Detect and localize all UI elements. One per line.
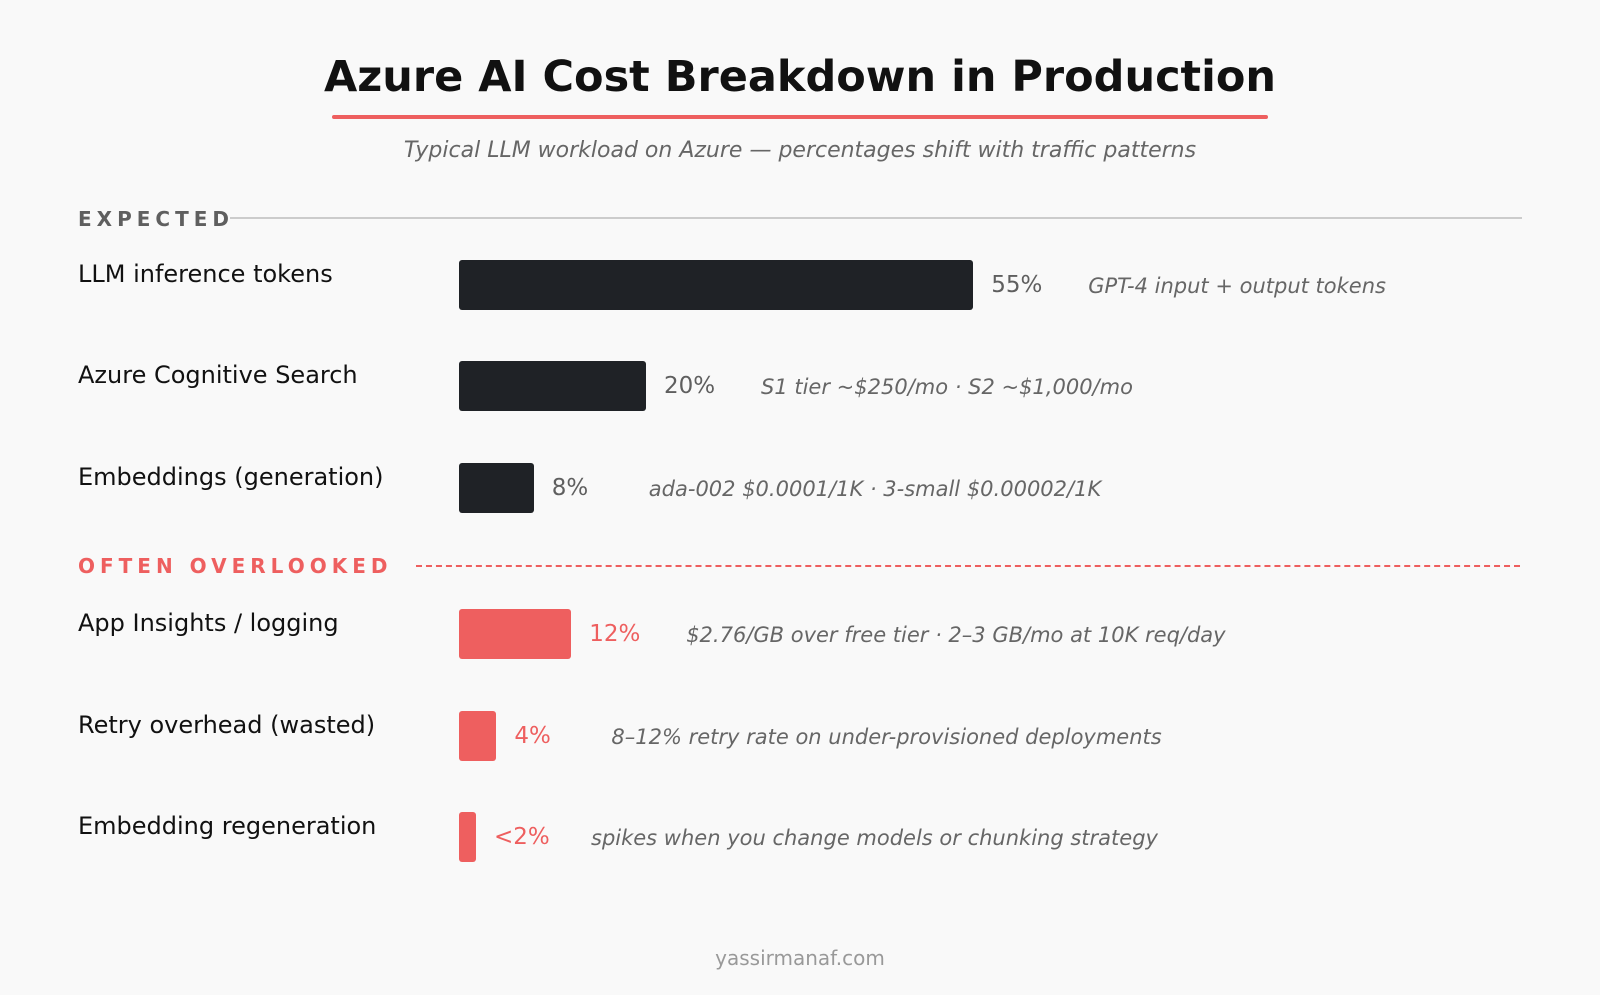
bar-value-label: 8% bbox=[551, 475, 589, 501]
bar bbox=[459, 812, 476, 862]
bar-row: App Insights / logging 12% $2.76/GB over f… bbox=[0, 609, 1600, 659]
bar-row: Retry overhead (wasted) 4% 8–12% retry rat… bbox=[0, 711, 1600, 761]
bar bbox=[459, 260, 974, 310]
bar-label: Embedding regeneration bbox=[78, 812, 377, 840]
bar-label: Retry overhead (wasted) bbox=[78, 711, 376, 739]
bar bbox=[459, 361, 646, 411]
bar-row: Embeddings (generation) 8% ada-002 $0.0001… bbox=[0, 463, 1600, 513]
bar bbox=[459, 711, 497, 761]
bar-value-label: 12% bbox=[589, 621, 641, 647]
bar-row: Azure Cognitive Search 20% S1 tier ~$250/m… bbox=[0, 361, 1600, 411]
section-divider-expected bbox=[230, 217, 1522, 219]
bar-value-label: 20% bbox=[664, 373, 716, 399]
section-label-expected: EXPECTED bbox=[78, 207, 234, 231]
bar-label: Azure Cognitive Search bbox=[78, 361, 358, 389]
section-label-overlooked: OFTEN OVERLOOKED bbox=[78, 554, 393, 578]
bar-value-label: <2% bbox=[494, 824, 550, 850]
chart-subtitle: Typical LLM workload on Azure — percenta… bbox=[403, 138, 1197, 163]
bar-note: 8–12% retry rate on under-provisioned de… bbox=[611, 725, 1162, 749]
section-divider-overlooked bbox=[416, 565, 1520, 567]
title-underline bbox=[332, 115, 1268, 119]
bar-note: S1 tier ~$250/mo · S2 ~$1,000/mo bbox=[761, 375, 1133, 399]
bar-label: LLM inference tokens bbox=[78, 260, 333, 288]
bar-value-label: 55% bbox=[991, 272, 1043, 298]
bar-value-label: 4% bbox=[514, 723, 551, 749]
footer-credit: yassirmanaf.com bbox=[715, 946, 885, 970]
bar-note: spikes when you change models or chunkin… bbox=[591, 826, 1158, 850]
chart-title: Azure AI Cost Breakdown in Production bbox=[323, 52, 1277, 102]
bar-note: GPT-4 input + output tokens bbox=[1088, 274, 1386, 298]
bar bbox=[459, 609, 572, 659]
bar-row: Embedding regeneration <2% spikes when you… bbox=[0, 812, 1600, 862]
bar-row: LLM inference tokens 55% GPT-4 input + out… bbox=[0, 260, 1600, 310]
bar-note: ada-002 $0.0001/1K · 3-small $0.00002/1K bbox=[648, 477, 1102, 501]
bar-label: App Insights / logging bbox=[78, 609, 339, 637]
bar-note: $2.76/GB over free tier · 2–3 GB/mo at 1… bbox=[686, 623, 1226, 647]
bar bbox=[459, 463, 534, 513]
bar-label: Embeddings (generation) bbox=[78, 463, 384, 491]
